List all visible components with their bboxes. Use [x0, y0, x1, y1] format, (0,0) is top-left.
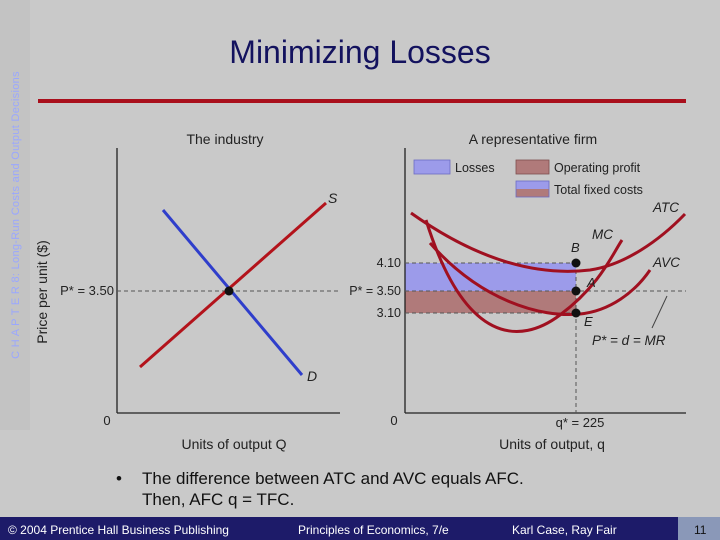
avc-curve [428, 242, 652, 317]
footer-authors: Karl Case, Ray Fair [512, 523, 617, 537]
legend-losses-label: Losses [455, 161, 495, 175]
legend-tfc-swatch-bottom [516, 189, 549, 197]
point-e [571, 308, 581, 318]
losses-area [405, 263, 576, 291]
supply-curve [139, 201, 327, 369]
point-a-label: A [586, 275, 596, 290]
firm-demand-label: P* = d = MR [592, 333, 666, 348]
supply-label: S [328, 190, 338, 206]
demand-label: D [307, 368, 317, 384]
page-number: 11 [694, 523, 707, 537]
right-x-axis-label: Units of output, q [499, 436, 605, 452]
q-star-label: q* = 225 [556, 415, 605, 430]
firm-demand-pointer [651, 295, 668, 329]
mc-curve [424, 219, 624, 333]
bullet-line-1: The difference between ATC and AVC equal… [142, 469, 524, 488]
operating-profit-area [405, 291, 576, 313]
point-a [571, 286, 581, 296]
left-origin-label: 0 [103, 413, 110, 428]
y-axis-label: Price per unit ($) [34, 240, 50, 343]
figure: The industry Price per unit ($) 0 Units … [34, 131, 687, 452]
atc-label: ATC [652, 200, 679, 215]
left-x-axis-label: Units of output Q [181, 436, 286, 452]
slide-title: Minimizing Losses [229, 34, 491, 70]
page-number-box: 11 [678, 517, 720, 540]
title-rule [38, 99, 686, 103]
price-label-4-10: 4.10 [377, 256, 401, 270]
atc-curve [410, 211, 687, 273]
bullet-line-2-b: q = TFC. [228, 490, 295, 509]
avc-label: AVC [652, 255, 680, 270]
point-b-label: B [571, 240, 580, 255]
footer-bar: © 2004 Prentice Hall Business Publishing… [0, 517, 720, 540]
chapter-sidebar: C H A P T E R 8: Long-Run Costs and Outp… [0, 0, 30, 430]
bullet-marker: • [116, 469, 122, 488]
right-chart-title: A representative firm [469, 131, 597, 147]
mc-label: MC [592, 227, 613, 242]
right-origin-label: 0 [390, 413, 397, 428]
left-price-label: P* = 3.50 [60, 283, 114, 298]
legend-losses-swatch [413, 159, 451, 175]
footer-copyright: © 2004 Prentice Hall Business Publishing [8, 523, 229, 537]
footer-book: Principles of Economics, 7/e [298, 523, 449, 537]
legend-tfc-label: Total fixed costs [554, 183, 643, 197]
left-chart-title: The industry [186, 131, 263, 147]
price-label-3-10: 3.10 [377, 306, 401, 320]
legend-operating-profit-swatch [515, 159, 550, 175]
legend-tfc-swatch-top [516, 181, 549, 189]
legend-operating-profit-label: Operating profit [554, 161, 641, 175]
industry-equilibrium-point [224, 286, 234, 296]
point-b [571, 258, 581, 268]
legend-tfc-swatch-border [515, 180, 550, 198]
price-label-p-star: P* = 3.50 [349, 284, 401, 298]
point-e-label: E [584, 314, 593, 329]
bullet-line-2-a: Then, AFC [142, 490, 224, 509]
